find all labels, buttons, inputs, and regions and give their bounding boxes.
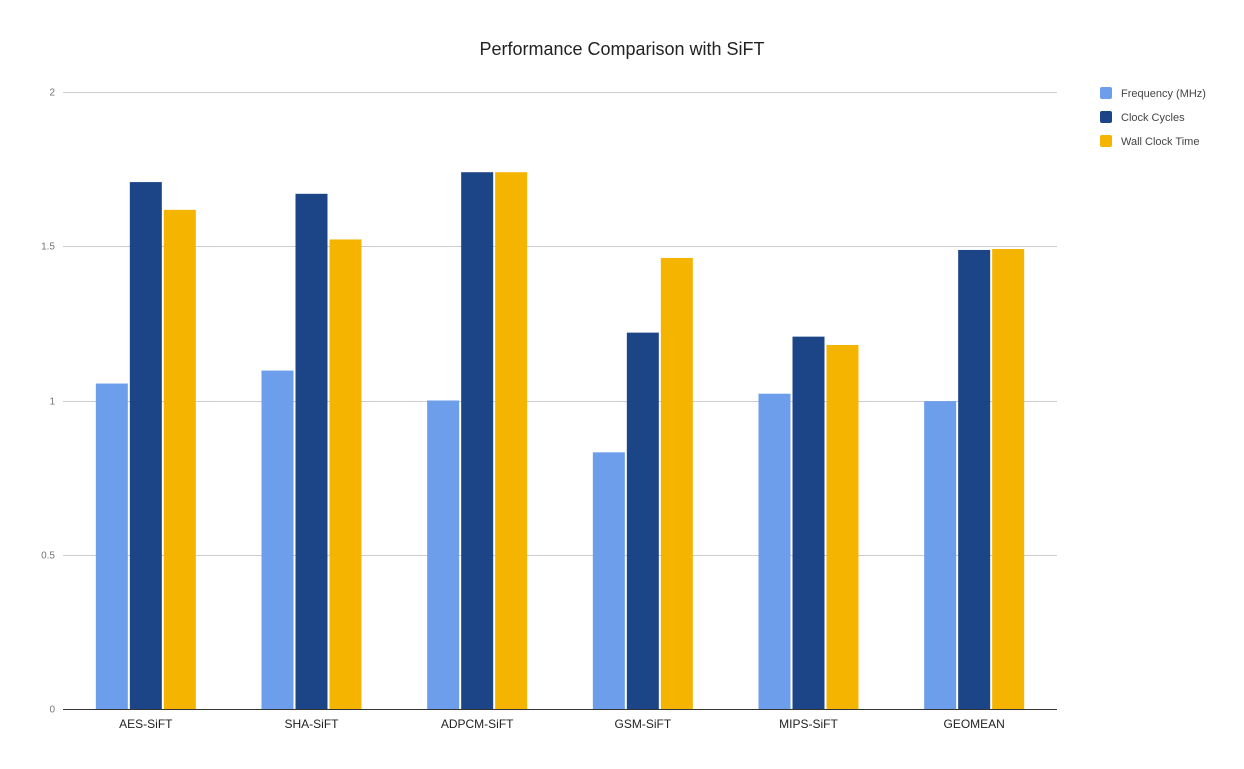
bar-frequency-mhz-geomean — [924, 401, 957, 709]
bar-wall-clock-time-aes-sift — [163, 209, 196, 710]
bar-clock-cycles-mips-sift — [792, 336, 825, 709]
bar-clock-cycles-sha-sift — [295, 193, 328, 709]
bar-wall-clock-time-adpcm-sift — [495, 172, 528, 709]
y-tick-label: 2 — [49, 88, 55, 99]
y-tick-label: 1 — [49, 397, 55, 408]
bar-wall-clock-time-geomean — [992, 249, 1025, 710]
legend-label: Wall Clock Time — [1121, 136, 1199, 148]
x-tick-label: SHA-SiFT — [285, 717, 340, 731]
bar-wall-clock-time-sha-sift — [329, 239, 362, 709]
legend-label: Clock Cycles — [1121, 112, 1185, 124]
bar-clock-cycles-adpcm-sift — [461, 172, 494, 709]
x-tick-label: AES-SiFT — [119, 717, 173, 731]
bars — [95, 172, 1025, 710]
x-tick-label: MIPS-SiFT — [779, 717, 838, 731]
x-tick-label: ADPCM-SiFT — [441, 717, 514, 731]
bar-clock-cycles-geomean — [958, 249, 991, 709]
bar-frequency-mhz-mips-sift — [758, 393, 791, 709]
bar-frequency-mhz-adpcm-sift — [427, 400, 460, 709]
y-tick-label: 1.5 — [41, 242, 55, 253]
gridlines — [63, 92, 1057, 556]
chart-title: Performance Comparison with SiFT — [479, 39, 764, 59]
bar-frequency-mhz-gsm-sift — [592, 452, 625, 709]
bar-frequency-mhz-aes-sift — [95, 383, 128, 709]
legend-swatch — [1100, 135, 1112, 147]
bar-clock-cycles-gsm-sift — [626, 332, 659, 709]
legend-swatch — [1100, 111, 1112, 123]
y-tick-label: 0.5 — [41, 551, 55, 562]
y-axis-ticks: 0 0.5 1 1.5 2 — [41, 88, 55, 716]
bar-clock-cycles-aes-sift — [129, 182, 162, 709]
x-tick-label: GEOMEAN — [943, 717, 1004, 731]
legend-swatch — [1100, 87, 1112, 99]
y-tick-label: 0 — [49, 705, 55, 716]
bar-wall-clock-time-mips-sift — [826, 344, 859, 709]
bar-wall-clock-time-gsm-sift — [660, 257, 693, 709]
legend-label: Frequency (MHz) — [1121, 88, 1206, 100]
bar-frequency-mhz-sha-sift — [261, 370, 294, 709]
x-axis-ticks: AES-SiFT SHA-SiFT ADPCM-SiFT GSM-SiFT MIPS-S… — [119, 717, 1005, 731]
legend: Frequency (MHz) Clock Cycles Wall Clock Ti… — [1100, 87, 1206, 148]
x-tick-label: GSM-SiFT — [614, 717, 671, 731]
